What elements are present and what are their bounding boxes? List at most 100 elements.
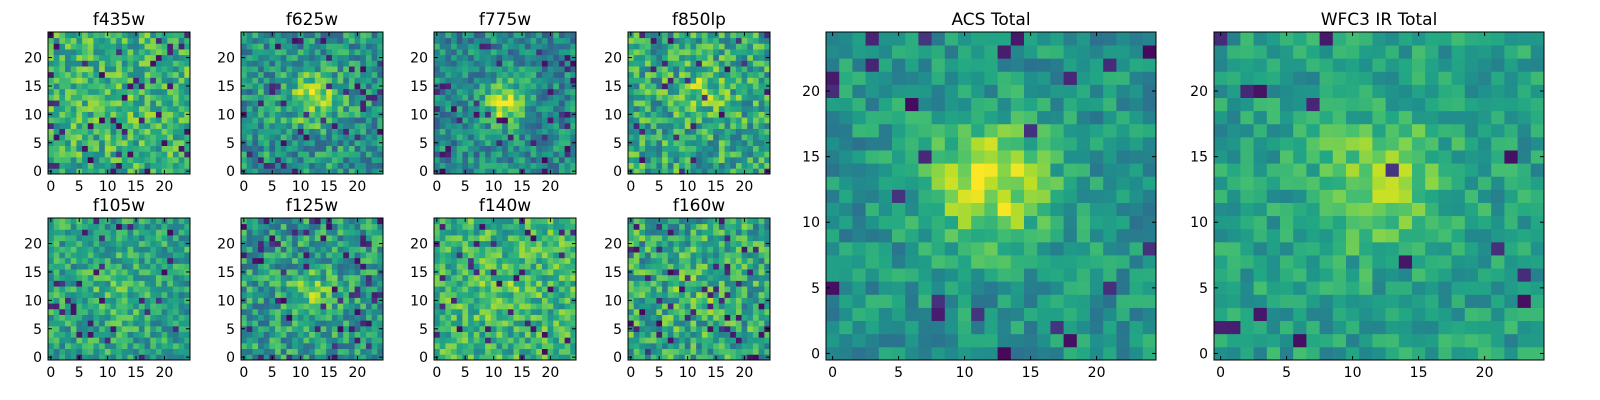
heatmap-cell bbox=[724, 100, 731, 107]
heatmap-cell bbox=[445, 43, 452, 50]
heatmap-cell bbox=[326, 308, 333, 315]
heatmap-cell bbox=[456, 111, 463, 118]
heatmap-cell bbox=[150, 325, 157, 332]
heatmap-cell bbox=[718, 342, 725, 350]
heatmap-cell bbox=[451, 342, 458, 350]
heatmap-cell bbox=[462, 71, 469, 78]
heatmap-cell bbox=[337, 122, 344, 129]
heatmap-cell bbox=[87, 342, 94, 350]
heatmap-cell bbox=[314, 54, 321, 61]
heatmap-cell bbox=[314, 83, 321, 90]
heatmap-cell bbox=[707, 331, 714, 338]
heatmap-cell bbox=[735, 331, 742, 338]
heatmap-cell bbox=[735, 105, 742, 112]
heatmap-cell bbox=[730, 32, 737, 39]
heatmap-cell bbox=[530, 139, 537, 146]
heatmap-cell bbox=[639, 342, 646, 350]
heatmap-cell bbox=[662, 325, 669, 332]
heatmap-cell bbox=[314, 128, 321, 135]
heatmap-cell bbox=[536, 83, 543, 90]
heatmap-cell bbox=[127, 54, 134, 61]
heatmap-cell bbox=[172, 263, 180, 270]
heatmap-cell bbox=[667, 117, 674, 124]
heatmap-cell bbox=[252, 37, 259, 44]
heatmap-cell bbox=[53, 54, 60, 61]
heatmap-cell bbox=[360, 257, 367, 264]
heatmap-cell bbox=[155, 269, 162, 276]
heatmap-cell bbox=[314, 314, 321, 321]
heatmap-cell bbox=[360, 314, 367, 321]
heatmap-cell bbox=[82, 37, 89, 44]
heatmap-cell bbox=[121, 128, 128, 135]
heatmap-cell bbox=[752, 111, 760, 118]
y-tick-label: 5 bbox=[33, 322, 42, 338]
heatmap-cell bbox=[747, 354, 754, 361]
heatmap-cell bbox=[121, 145, 128, 152]
heatmap-cell bbox=[439, 37, 446, 44]
heatmap-cell bbox=[70, 303, 77, 310]
heatmap-cell bbox=[690, 37, 697, 44]
heatmap-cell bbox=[133, 308, 140, 315]
heatmap-cell bbox=[718, 354, 725, 361]
heatmap-cell bbox=[167, 105, 174, 112]
heatmap-cell bbox=[377, 274, 384, 281]
heatmap-cell bbox=[473, 128, 480, 135]
heatmap-cell bbox=[65, 223, 72, 230]
heatmap-cell bbox=[701, 37, 708, 44]
heatmap-cell bbox=[138, 252, 145, 259]
heatmap-cell bbox=[530, 354, 537, 361]
heatmap-cell bbox=[263, 83, 270, 90]
heatmap-cell bbox=[628, 88, 635, 95]
heatmap-cell bbox=[93, 54, 100, 61]
heatmap-cell bbox=[280, 280, 287, 287]
heatmap-cell bbox=[127, 128, 134, 135]
heatmap-cell bbox=[445, 100, 452, 107]
heatmap-cell bbox=[633, 274, 640, 281]
heatmap-cell bbox=[513, 269, 520, 276]
heatmap-cell bbox=[337, 223, 344, 230]
heatmap-cell bbox=[292, 337, 299, 344]
heatmap-cell bbox=[547, 134, 554, 141]
y-tick-label: 5 bbox=[226, 322, 235, 338]
heatmap-cell bbox=[547, 156, 554, 164]
heatmap-cell bbox=[87, 291, 94, 298]
heatmap-cell bbox=[558, 145, 566, 152]
heatmap-cell bbox=[116, 331, 123, 338]
heatmap-cell bbox=[747, 49, 754, 56]
heatmap-cell bbox=[76, 269, 83, 276]
heatmap-cell bbox=[502, 263, 509, 270]
heatmap-cell bbox=[53, 71, 60, 78]
heatmap-cell bbox=[718, 60, 725, 67]
heatmap-cell bbox=[275, 342, 282, 350]
heatmap-cell bbox=[99, 139, 106, 146]
heatmap-cell bbox=[87, 145, 94, 152]
heatmap-cell bbox=[280, 235, 287, 242]
heatmap-cell bbox=[360, 151, 367, 158]
heatmap-cell bbox=[701, 325, 708, 332]
heatmap-cell bbox=[679, 337, 686, 344]
heatmap-cell bbox=[161, 100, 168, 107]
heatmap-cell bbox=[184, 218, 191, 225]
heatmap-cell bbox=[297, 325, 304, 332]
heatmap-cell bbox=[326, 100, 333, 107]
heatmap-cell bbox=[70, 286, 77, 293]
heatmap-cell bbox=[104, 145, 111, 152]
heatmap-cell bbox=[684, 122, 691, 129]
heatmap-cell bbox=[490, 43, 497, 50]
heatmap-cell bbox=[377, 314, 384, 321]
heatmap-cell bbox=[656, 88, 663, 95]
heatmap-cell bbox=[263, 269, 270, 276]
heatmap-cell bbox=[553, 235, 560, 242]
heatmap-cell bbox=[451, 122, 458, 129]
heatmap-cell bbox=[377, 151, 384, 158]
x-tick-label: 5 bbox=[655, 179, 664, 195]
heatmap-cell bbox=[662, 151, 669, 158]
heatmap-cell bbox=[365, 274, 373, 281]
heatmap-cell bbox=[161, 88, 168, 95]
heatmap-cell bbox=[354, 37, 361, 44]
heatmap-cell bbox=[82, 105, 89, 112]
heatmap-cell bbox=[280, 291, 287, 298]
heatmap-cell bbox=[633, 88, 640, 95]
heatmap-cell bbox=[656, 308, 663, 315]
heatmap-cell bbox=[485, 60, 492, 67]
